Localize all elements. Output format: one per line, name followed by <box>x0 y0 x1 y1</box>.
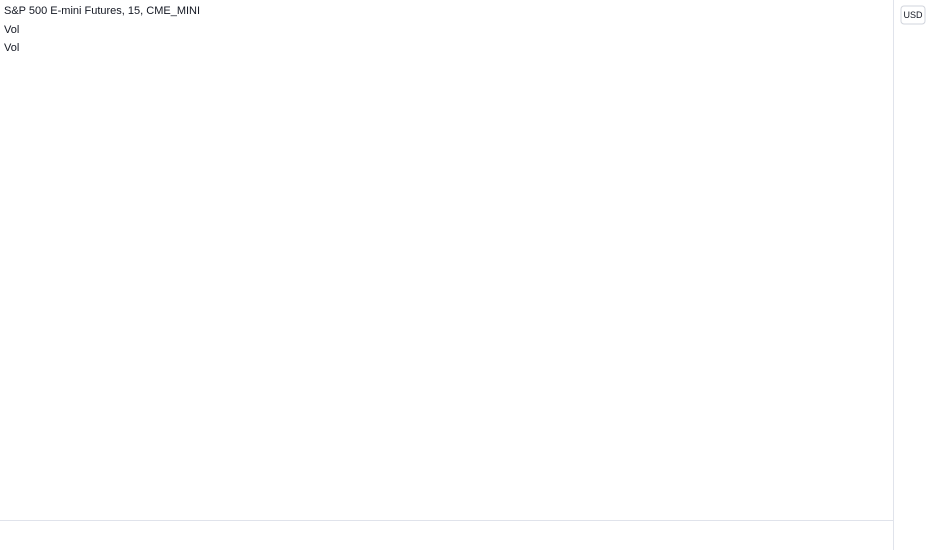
indicator-label: Vol <box>4 24 19 36</box>
currency-label[interactable]: USD <box>903 10 923 20</box>
indicator-label: Vol <box>4 42 19 54</box>
currency-button[interactable] <box>900 5 926 25</box>
chart-title: S&P 500 E-mini Futures, 15, CME_MINI <box>4 5 200 17</box>
